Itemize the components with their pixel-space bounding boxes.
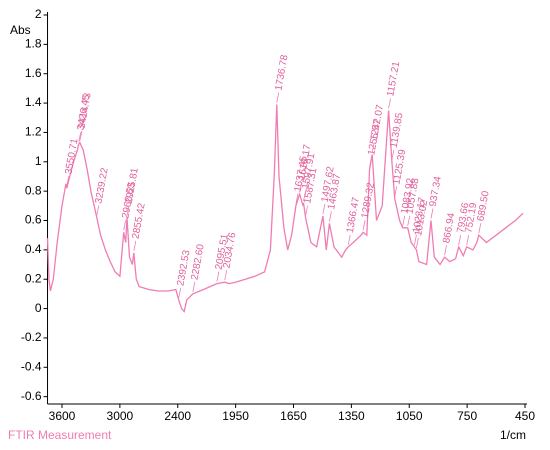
y-axis-label: Abs (10, 23, 31, 37)
y-tick-label: 1.8 (25, 37, 42, 51)
peak-label: 3239.22 (94, 167, 111, 205)
peak-leader (478, 223, 482, 234)
peak-leader (192, 281, 196, 292)
peak-leader (388, 98, 391, 109)
peak-label: 2392.53 (175, 249, 192, 287)
y-tick-label: 1.6 (25, 66, 42, 80)
x-tick-label: 3600 (49, 409, 76, 423)
x-tick-label: 3000 (107, 409, 134, 423)
y-tick-label: 0.6 (25, 213, 42, 227)
peak-leader (178, 287, 182, 298)
y-tick-label: 1 (35, 154, 42, 168)
peak-leader (299, 182, 303, 193)
peak-label: 793.66 (455, 201, 471, 233)
y-tick-label: 0.8 (25, 183, 42, 197)
x-tick-label: 750 (457, 409, 477, 423)
peak-leader (216, 271, 220, 282)
peak-label: 2282.60 (190, 243, 207, 281)
y-tick-label: 1.4 (25, 95, 42, 109)
peak-leader (347, 234, 351, 246)
x-tick-label: 450 (515, 409, 535, 423)
peak-leader (329, 211, 332, 222)
peak-leader (430, 208, 434, 219)
x-axis-label: 1/cm (500, 428, 526, 442)
peak-leader (414, 234, 417, 246)
peak-leader (295, 193, 299, 204)
peak-label: 3414.73 (77, 92, 94, 130)
peak-leader (305, 205, 308, 216)
peak-label: 752.19 (463, 201, 479, 233)
peak-label: 1736.78 (273, 54, 290, 92)
peak-leader (415, 237, 419, 248)
peak-leader (407, 215, 411, 226)
chart-title: FTIR Measurement (8, 428, 112, 442)
y-tick-label: 2 (35, 7, 42, 21)
peak-label: 1139.85 (389, 112, 406, 149)
peak-leader (96, 205, 100, 216)
y-tick-label: 1.2 (25, 125, 42, 139)
y-tick-label: -0.2 (21, 330, 42, 344)
x-tick-label: 1050 (396, 409, 423, 423)
peak-label: 1242.07 (369, 103, 386, 141)
peak-label: 3550.71 (63, 137, 80, 175)
y-tick-label: 0.4 (25, 242, 42, 256)
peak-leader (394, 186, 398, 197)
peak-leader (224, 270, 228, 281)
peak-leader (126, 205, 130, 216)
x-tick-label: 1350 (338, 409, 365, 423)
peak-leader (79, 130, 83, 141)
peak-label: 689.50 (476, 190, 492, 222)
peak-leader (369, 157, 372, 168)
peak-leader (371, 142, 375, 153)
peak-label: 2925.81 (124, 167, 141, 205)
peak-leader (466, 234, 470, 246)
peak-leader (322, 204, 326, 215)
peak-leader (123, 220, 127, 231)
peak-leader (303, 190, 306, 201)
y-tick-label: -0.4 (21, 359, 42, 373)
peak-leader (402, 215, 406, 226)
y-tick-label: -0.6 (21, 389, 42, 403)
y-tick-label: 0 (35, 301, 42, 315)
peak-leader (133, 240, 137, 251)
peak-label: 937.34 (428, 175, 444, 207)
peak-leader (276, 92, 280, 103)
peak-leader (66, 176, 70, 187)
x-tick-label: 1650 (280, 409, 307, 423)
peak-label: 1157.21 (385, 60, 402, 97)
peak-leader (391, 149, 395, 160)
peak-leader (362, 220, 366, 231)
peak-leader (78, 132, 82, 143)
peak-leader (444, 245, 447, 256)
x-tick-label: 2400 (164, 409, 191, 423)
spectrum-line (46, 104, 524, 313)
peak-leader (458, 234, 462, 246)
peak-label: 866.94 (441, 212, 457, 244)
x-tick-label: 1950 (222, 409, 249, 423)
y-tick-label: 0.2 (25, 271, 42, 285)
peak-label: 1289.32 (360, 181, 377, 219)
